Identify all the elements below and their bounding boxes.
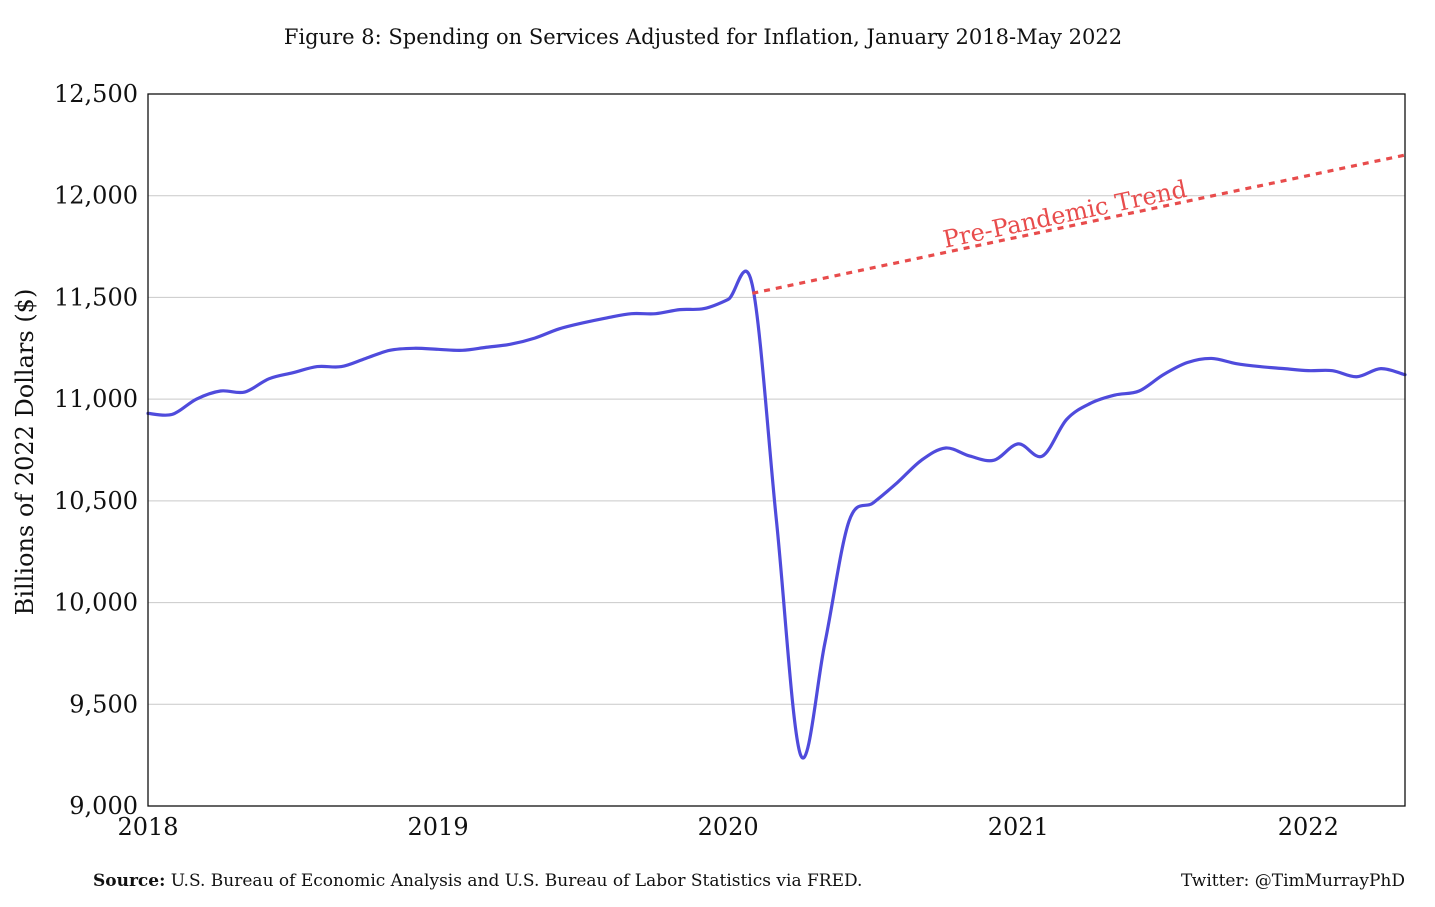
x-tick-label: 2021 xyxy=(988,813,1049,841)
trend-line xyxy=(751,153,1406,295)
x-tick-label: 2022 xyxy=(1278,813,1339,841)
x-tick-label: 2018 xyxy=(117,813,178,841)
plot-frame xyxy=(147,93,1406,807)
source-text: U.S. Bureau of Economic Analysis and U.S… xyxy=(170,871,863,891)
x-tick-label: 2019 xyxy=(408,813,469,841)
twitter-credit: Twitter: @TimMurrayPhD xyxy=(1181,871,1405,891)
source-note: Source: U.S. Bureau of Economic Analysis… xyxy=(93,871,862,891)
y-axis: 9,000 9,500 10,000 10,500 11,000 11,500 12,000… xyxy=(54,80,138,820)
y-tick-label: 10,500 xyxy=(54,487,138,515)
x-axis: 2018 2019 2020 2021 2022 xyxy=(117,813,1338,841)
y-tick-label: 9,000 xyxy=(69,792,138,820)
trend-annotation: Pre-Pandemic Trend xyxy=(941,175,1190,254)
y-tick-label: 10,000 xyxy=(54,589,138,617)
y-tick-label: 12,000 xyxy=(54,182,138,210)
series-layer xyxy=(146,153,1407,760)
x-tick-label: 2020 xyxy=(698,813,759,841)
y-tick-label: 9,500 xyxy=(69,690,138,718)
chart-title: Figure 8: Spending on Services Adjusted … xyxy=(284,25,1122,49)
y-tick-label: 12,500 xyxy=(54,80,138,108)
gridlines xyxy=(148,195,1405,705)
services-spending-line xyxy=(146,269,1407,760)
source-label: Source: xyxy=(93,871,166,891)
annotation-layer: Pre-Pandemic Trend xyxy=(941,175,1190,254)
y-axis-label: Billions of 2022 Dollars ($) xyxy=(11,289,39,616)
y-tick-label: 11,000 xyxy=(54,385,138,413)
y-tick-label: 11,500 xyxy=(54,283,138,311)
